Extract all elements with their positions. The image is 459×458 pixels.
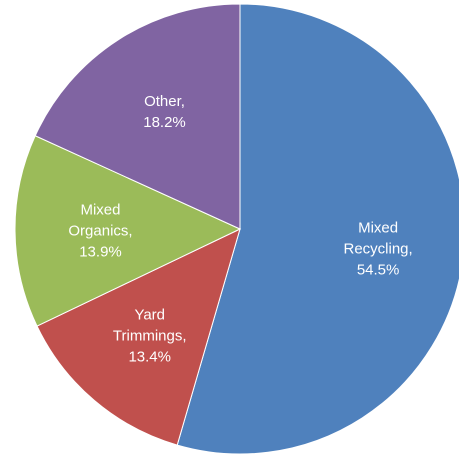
slice-label-mixed-recycling: Mixed Recycling, 54.5% [344, 220, 413, 279]
slice-label-line: 13.9% [79, 243, 122, 260]
pie-slice-yard-trimmings [36, 228, 241, 446]
slice-label-line: Recycling, [344, 241, 413, 258]
slice-label-line: 13.4% [128, 348, 171, 365]
slice-label-other: Other, 18.2% [143, 93, 186, 131]
slice-label-line: Other, [144, 93, 185, 110]
slice-label-line: Yard [134, 306, 165, 323]
slice-label-line: Organics, [68, 222, 132, 239]
slice-label-line: 54.5% [357, 262, 400, 279]
pie-slice-mixed-recycling [176, 3, 459, 455]
slice-label-line: Mixed [80, 201, 120, 218]
pie-slice-mixed-organics [14, 135, 242, 327]
slice-label-line: 18.2% [143, 114, 186, 131]
slice-label-line: Mixed [358, 220, 398, 237]
pie-slice-other [34, 3, 241, 230]
slice-label-yard-trimmings: Yard Trimmings, 13.4% [113, 306, 187, 365]
slice-label-line: Trimmings, [113, 327, 187, 344]
slice-label-mixed-organics: Mixed Organics, 13.9% [68, 201, 132, 260]
